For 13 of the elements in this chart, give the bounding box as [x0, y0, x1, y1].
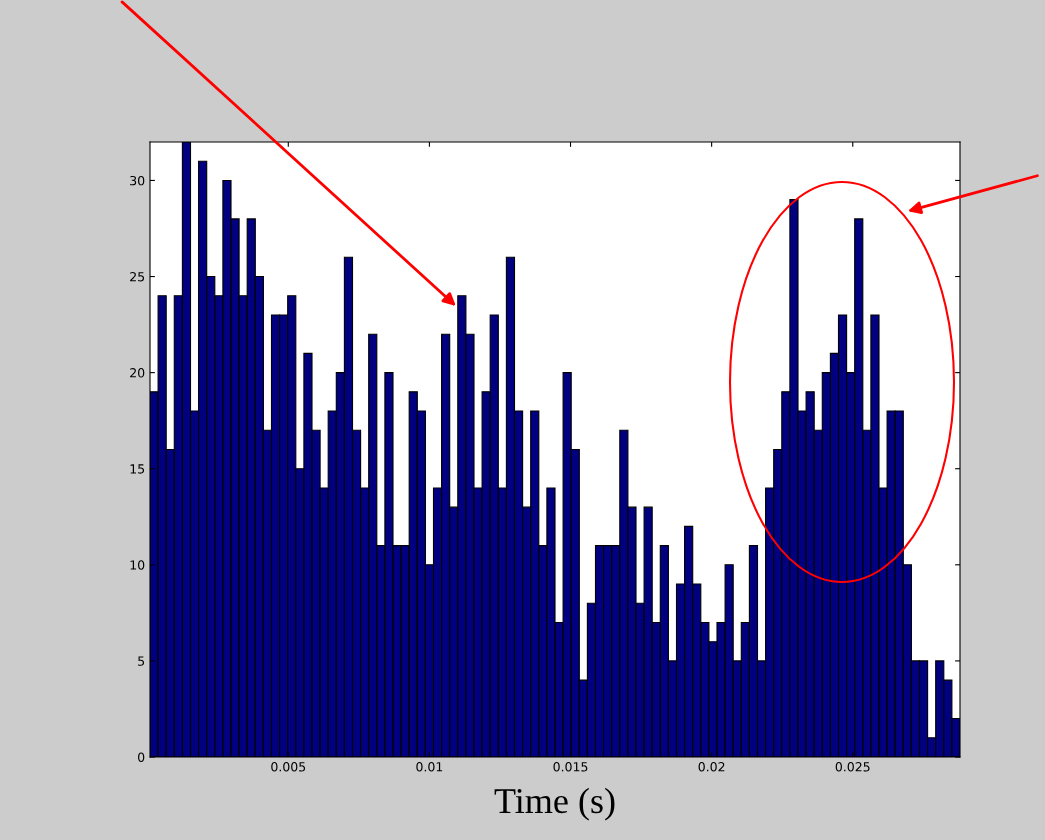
- y-tick-label: 30: [130, 175, 145, 186]
- x-tick-label: 0.02: [698, 762, 725, 772]
- x-tick-label: 0.005: [271, 762, 306, 772]
- y-tick-label: 15: [130, 464, 145, 474]
- x-tick-label: 0.01: [416, 762, 443, 772]
- y-tick-label: 10: [130, 560, 145, 570]
- y-tick-label: 20: [130, 368, 145, 378]
- x-tick-label: 0.025: [835, 762, 870, 772]
- x-axis-title: Time (s): [494, 787, 615, 821]
- y-tick-label: 25: [130, 272, 145, 282]
- y-tick-label: 0: [138, 752, 145, 762]
- y-tick-label: 5: [138, 656, 145, 666]
- x-tick-label: 0.015: [553, 762, 588, 772]
